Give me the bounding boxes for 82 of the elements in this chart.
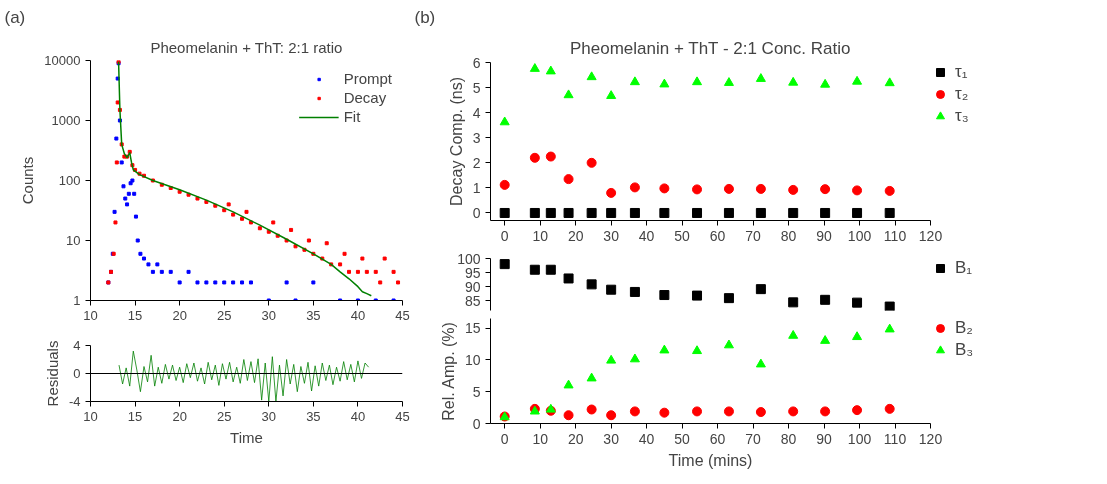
text: (b) — [414, 7, 436, 27]
x-tick-label: 10 — [83, 408, 98, 424]
x-tick-label: 30 — [261, 307, 277, 323]
y-tick-label: 0 — [73, 366, 81, 381]
legend-label: B₃ — [955, 340, 975, 360]
y-tick-label: 3 — [472, 129, 481, 146]
y-tick-label: 4 — [73, 338, 81, 353]
x-tick-label: 60 — [709, 430, 726, 447]
x-tick-label: 30 — [261, 408, 277, 424]
legend-label: Prompt — [343, 70, 392, 87]
y-tick-label: 95 — [464, 264, 481, 281]
x-tick-label: 35 — [306, 307, 321, 323]
y-tick-label: 5 — [472, 383, 481, 400]
x-tick-label: 15 — [127, 408, 143, 424]
x-tick-label: 100 — [847, 227, 872, 244]
legend-label: τ₂ — [955, 84, 970, 104]
chart-title: Pheomelanin + ThT - 2:1 Conc. Ratio — [569, 38, 851, 58]
x-tick-label: 40 — [350, 307, 366, 323]
x-tick-label: 40 — [638, 430, 655, 447]
x-tick-label: 70 — [745, 227, 762, 244]
y-tick-label: 1 — [73, 293, 81, 308]
y-tick-label: 5 — [472, 79, 481, 96]
x-tick-label: 45 — [395, 307, 410, 323]
y-tick-label: 10000 — [44, 53, 81, 68]
x-tick-label: 50 — [674, 430, 691, 447]
x-tick-label: 20 — [567, 430, 584, 447]
legend-label: τ₃ — [955, 106, 970, 126]
x-tick-label: 10 — [532, 227, 549, 244]
x-tick-label: 0 — [500, 430, 509, 447]
x-tick-label: 30 — [603, 227, 620, 244]
y-axis-title: Counts — [19, 156, 37, 205]
y-tick-label: 2 — [472, 154, 481, 171]
legend-label: Decay — [343, 89, 387, 106]
x-tick-label: 80 — [780, 430, 797, 447]
y-tick-label: 85 — [464, 292, 481, 309]
x-tick-label: 20 — [567, 227, 584, 244]
text: (a) — [4, 7, 26, 27]
y-tick-label: 1 — [472, 179, 481, 196]
legend-label: τ₁ — [955, 62, 969, 82]
x-axis-title: Time (mins) — [668, 451, 753, 469]
x-tick-label: 25 — [216, 307, 232, 323]
x-tick-label: 60 — [709, 227, 726, 244]
x-tick-label: 110 — [883, 227, 907, 244]
legend-label: B₂ — [955, 318, 974, 338]
legend-label: Fit — [343, 108, 362, 125]
x-tick-label: 90 — [816, 227, 833, 244]
y-tick-label: 0 — [472, 204, 481, 221]
x-tick-label: 25 — [216, 408, 232, 424]
y-tick-label: 6 — [472, 54, 481, 71]
x-tick-label: 120 — [918, 430, 943, 447]
x-tick-label: 20 — [172, 408, 187, 424]
y-axis-title: Residuals — [43, 340, 61, 407]
x-tick-label: 90 — [816, 430, 833, 447]
x-tick-label: 10 — [532, 430, 549, 447]
x-tick-label: 120 — [918, 227, 943, 244]
y-tick-label: 15 — [464, 320, 481, 337]
x-tick-label: 100 — [847, 430, 872, 447]
y-tick-label: 10 — [464, 351, 481, 368]
x-tick-label: 20 — [172, 307, 187, 323]
x-tick-label: 30 — [603, 430, 620, 447]
legend-label: B₁ — [955, 258, 974, 278]
x-tick-label: 45 — [395, 408, 410, 424]
x-tick-label: 80 — [780, 227, 797, 244]
y-tick-label: 4 — [472, 104, 481, 121]
y-axis-title: Decay Comp. (ns) — [447, 77, 465, 206]
x-tick-label: 70 — [745, 430, 762, 447]
y-tick-label: 1000 — [51, 113, 81, 128]
x-tick-label: 40 — [350, 408, 366, 424]
x-tick-label: 110 — [883, 430, 907, 447]
x-tick-label: 10 — [83, 307, 98, 323]
x-tick-label: 35 — [306, 408, 321, 424]
x-tick-label: 0 — [500, 227, 509, 244]
x-tick-label: 40 — [638, 227, 655, 244]
y-tick-label: -4 — [68, 394, 81, 409]
x-tick-label: 50 — [674, 227, 691, 244]
x-tick-label: 15 — [127, 307, 143, 323]
y-axis-title: Rel. Amp. (%) — [439, 322, 457, 421]
y-tick-label: 100 — [58, 173, 81, 188]
y-tick-label: 100 — [457, 250, 481, 267]
chart-title: Pheomelanin + ThT: 2:1 ratio — [150, 38, 343, 56]
x-axis-title: Time — [230, 428, 263, 446]
y-tick-label: 90 — [464, 278, 481, 295]
